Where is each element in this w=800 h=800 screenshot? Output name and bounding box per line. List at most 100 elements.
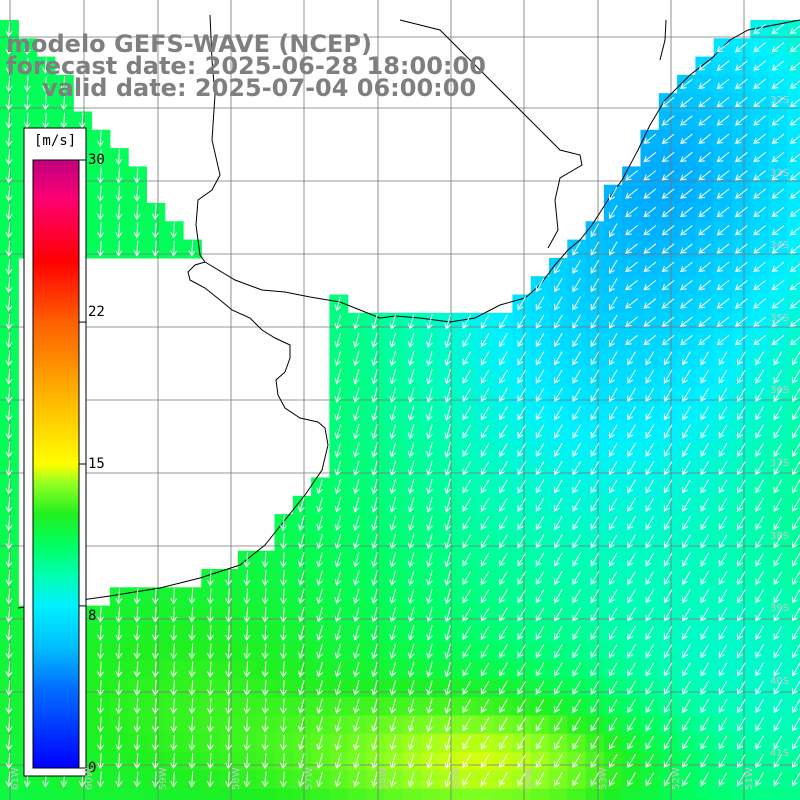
wind-arrow [5, 405, 13, 422]
wind-arrow [97, 130, 104, 147]
lon-label: 55W [451, 767, 462, 790]
wind-arrow [426, 314, 433, 330]
wind-arrow [480, 644, 490, 659]
lon-label: 61W [10, 767, 21, 790]
wind-arrow [407, 423, 415, 440]
wind-arrow [663, 753, 673, 769]
wind-arrow [371, 478, 378, 495]
wind-arrow [535, 424, 545, 439]
wind-arrow [115, 606, 123, 623]
wind-arrow [572, 534, 581, 549]
wind-arrow [407, 680, 415, 696]
wind-arrow [698, 78, 712, 90]
wind-arrow [407, 387, 415, 403]
wind-arrow [407, 369, 415, 385]
wind-arrow [755, 387, 764, 403]
wind-arrow [243, 625, 251, 641]
wind-arrow [680, 206, 693, 218]
wind-arrow [734, 78, 748, 90]
wind-arrow [645, 424, 655, 439]
wind-speed-cell [54, 788, 74, 800]
wind-arrow [700, 369, 710, 384]
wind-arrow [755, 552, 764, 567]
wind-arrow [572, 259, 581, 274]
wind-arrow [789, 116, 800, 126]
wind-arrow [444, 643, 452, 660]
wind-arrow [682, 662, 691, 677]
wind-speed-cell [366, 788, 385, 800]
wind-arrow [755, 607, 764, 622]
wind-arrow [480, 552, 490, 567]
wind-arrow [755, 442, 764, 457]
wind-arrow [535, 534, 545, 549]
wind-arrow [792, 772, 800, 787]
wind-arrow [444, 753, 452, 769]
wind-arrow [389, 387, 397, 403]
wind-arrow [426, 369, 433, 385]
wind-arrow [151, 240, 159, 257]
wind-arrow [352, 771, 360, 788]
wind-arrow [151, 606, 159, 623]
wind-arrow [151, 716, 159, 733]
wind-arrow [5, 460, 13, 477]
wind-arrow [734, 316, 748, 327]
wind-arrow [499, 497, 508, 512]
wind-arrow [115, 222, 123, 239]
wind-arrow [334, 698, 342, 714]
wind-arrow [426, 552, 433, 568]
wind-arrow [371, 442, 378, 458]
wind-arrow [700, 406, 710, 421]
wind-arrow [462, 406, 472, 421]
wind-arrow [661, 188, 675, 199]
wind-arrow [789, 208, 800, 218]
wind-arrow [535, 735, 545, 750]
wind-arrow [663, 461, 673, 476]
wind-arrow [334, 570, 342, 586]
wind-arrow [643, 316, 657, 327]
wind-speed-cell [786, 532, 800, 552]
wind-arrow [609, 387, 618, 403]
wind-arrow [444, 606, 452, 623]
wind-arrow [133, 606, 141, 623]
wind-arrow [426, 625, 433, 641]
wind-arrow [609, 479, 618, 494]
wind-arrow [645, 570, 655, 586]
wind-arrow [444, 771, 452, 788]
wind-arrow [462, 717, 472, 732]
wind-arrow [572, 717, 581, 732]
wind-arrow [371, 588, 378, 605]
wind-arrow [554, 735, 563, 750]
wind-arrow [682, 516, 691, 531]
wind-arrow [572, 589, 581, 604]
wind-arrow [517, 296, 527, 311]
wind-arrow [789, 61, 800, 71]
wind-arrow [407, 350, 415, 367]
wind-arrow [771, 78, 785, 90]
wind-arrow [792, 461, 800, 476]
wind-arrow [243, 606, 251, 623]
wind-arrow [554, 607, 563, 622]
wind-arrow [682, 717, 691, 732]
wind-arrow [663, 424, 673, 439]
wind-arrow [645, 479, 655, 494]
wind-arrow [753, 280, 767, 291]
wind-arrow [771, 97, 785, 108]
wind-arrow [352, 314, 360, 330]
wind-arrow [206, 661, 214, 678]
wind-arrow [298, 552, 305, 568]
wind-arrow [773, 570, 783, 586]
wind-arrow [609, 204, 618, 220]
wind-arrow [789, 135, 800, 144]
wind-arrow [554, 589, 563, 604]
wind-arrow [499, 314, 508, 329]
wind-arrow [225, 771, 233, 788]
wind-arrow [663, 644, 673, 659]
wind-arrow [773, 369, 783, 384]
wind-arrow [535, 406, 545, 421]
wind-arrow [572, 552, 581, 567]
wind-arrow [753, 42, 767, 53]
wind-arrow [572, 241, 581, 256]
national-border [195, 14, 221, 263]
lon-label: 53W [598, 767, 609, 790]
wind-arrow [170, 661, 178, 678]
